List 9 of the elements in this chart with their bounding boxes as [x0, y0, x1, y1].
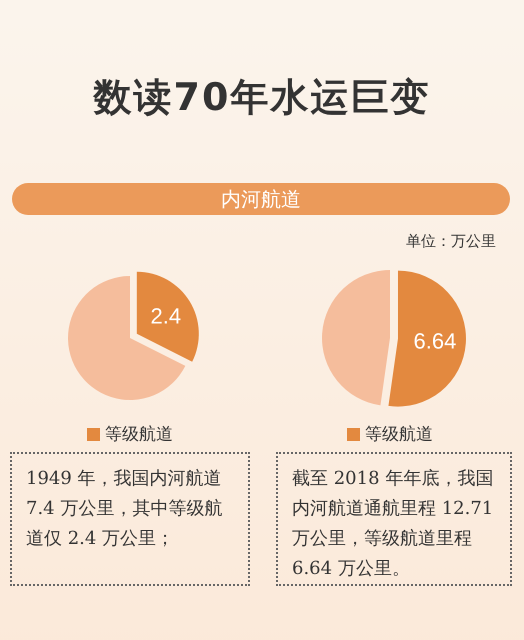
text: 1949 年，我国内河航道 7.4 万公里，其中等级航道仅 2.4 万公里； [10, 452, 250, 586]
legend-label: 等级航道 [105, 424, 173, 444]
text: 内河航道 [12, 183, 510, 215]
chart-title: 数读70年水运巨变 [92, 74, 432, 121]
text: 截至 2018 年年底，我国内河航道通航里程 12.71 万公里，等级航道里程 6.64 万公里。 [276, 452, 512, 586]
data-label: 2.4 [150, 303, 182, 328]
legend-label: 等级航道 [365, 424, 433, 444]
text: 单位：万公里 [406, 232, 496, 251]
data-label: 6.64 [413, 328, 456, 354]
